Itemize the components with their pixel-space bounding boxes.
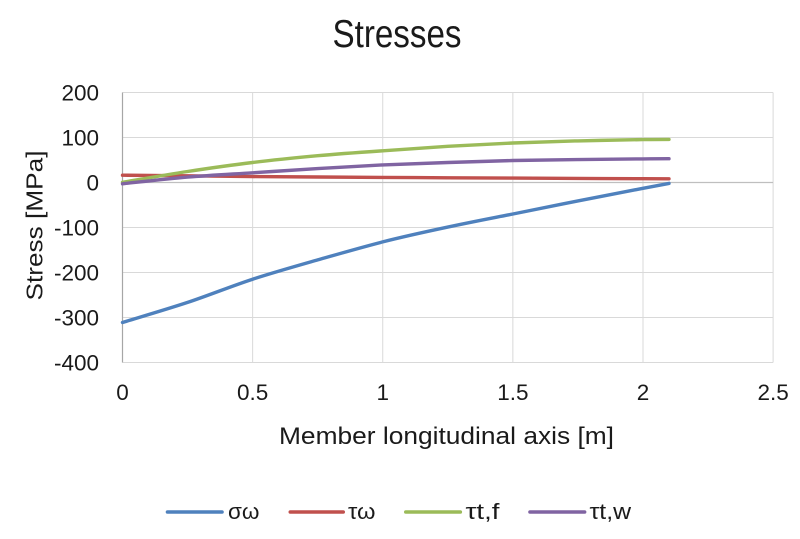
svg-text:Member longitudinal axis [m]: Member longitudinal axis [m]	[279, 423, 614, 450]
svg-text:τt,f: τt,f	[466, 499, 501, 524]
svg-text:0: 0	[86, 171, 99, 196]
svg-text:1: 1	[376, 380, 389, 405]
svg-text:2: 2	[637, 380, 650, 405]
svg-text:-200: -200	[54, 261, 99, 286]
svg-text:100: 100	[61, 126, 99, 151]
svg-text:200: 200	[61, 81, 99, 106]
svg-text:Stress [MPa]: Stress [MPa]	[22, 151, 48, 301]
svg-text:-100: -100	[54, 216, 99, 241]
svg-text:0: 0	[116, 380, 129, 405]
svg-text:Stresses: Stresses	[333, 13, 462, 56]
svg-text:0.5: 0.5	[237, 380, 268, 405]
svg-text:σω: σω	[228, 499, 259, 524]
svg-text:1.5: 1.5	[497, 380, 528, 405]
svg-text:-300: -300	[54, 306, 99, 331]
svg-text:τω: τω	[348, 499, 376, 524]
svg-text:τt,w: τt,w	[590, 499, 632, 524]
svg-text:-400: -400	[54, 351, 99, 376]
svg-text:2.5: 2.5	[757, 380, 788, 405]
